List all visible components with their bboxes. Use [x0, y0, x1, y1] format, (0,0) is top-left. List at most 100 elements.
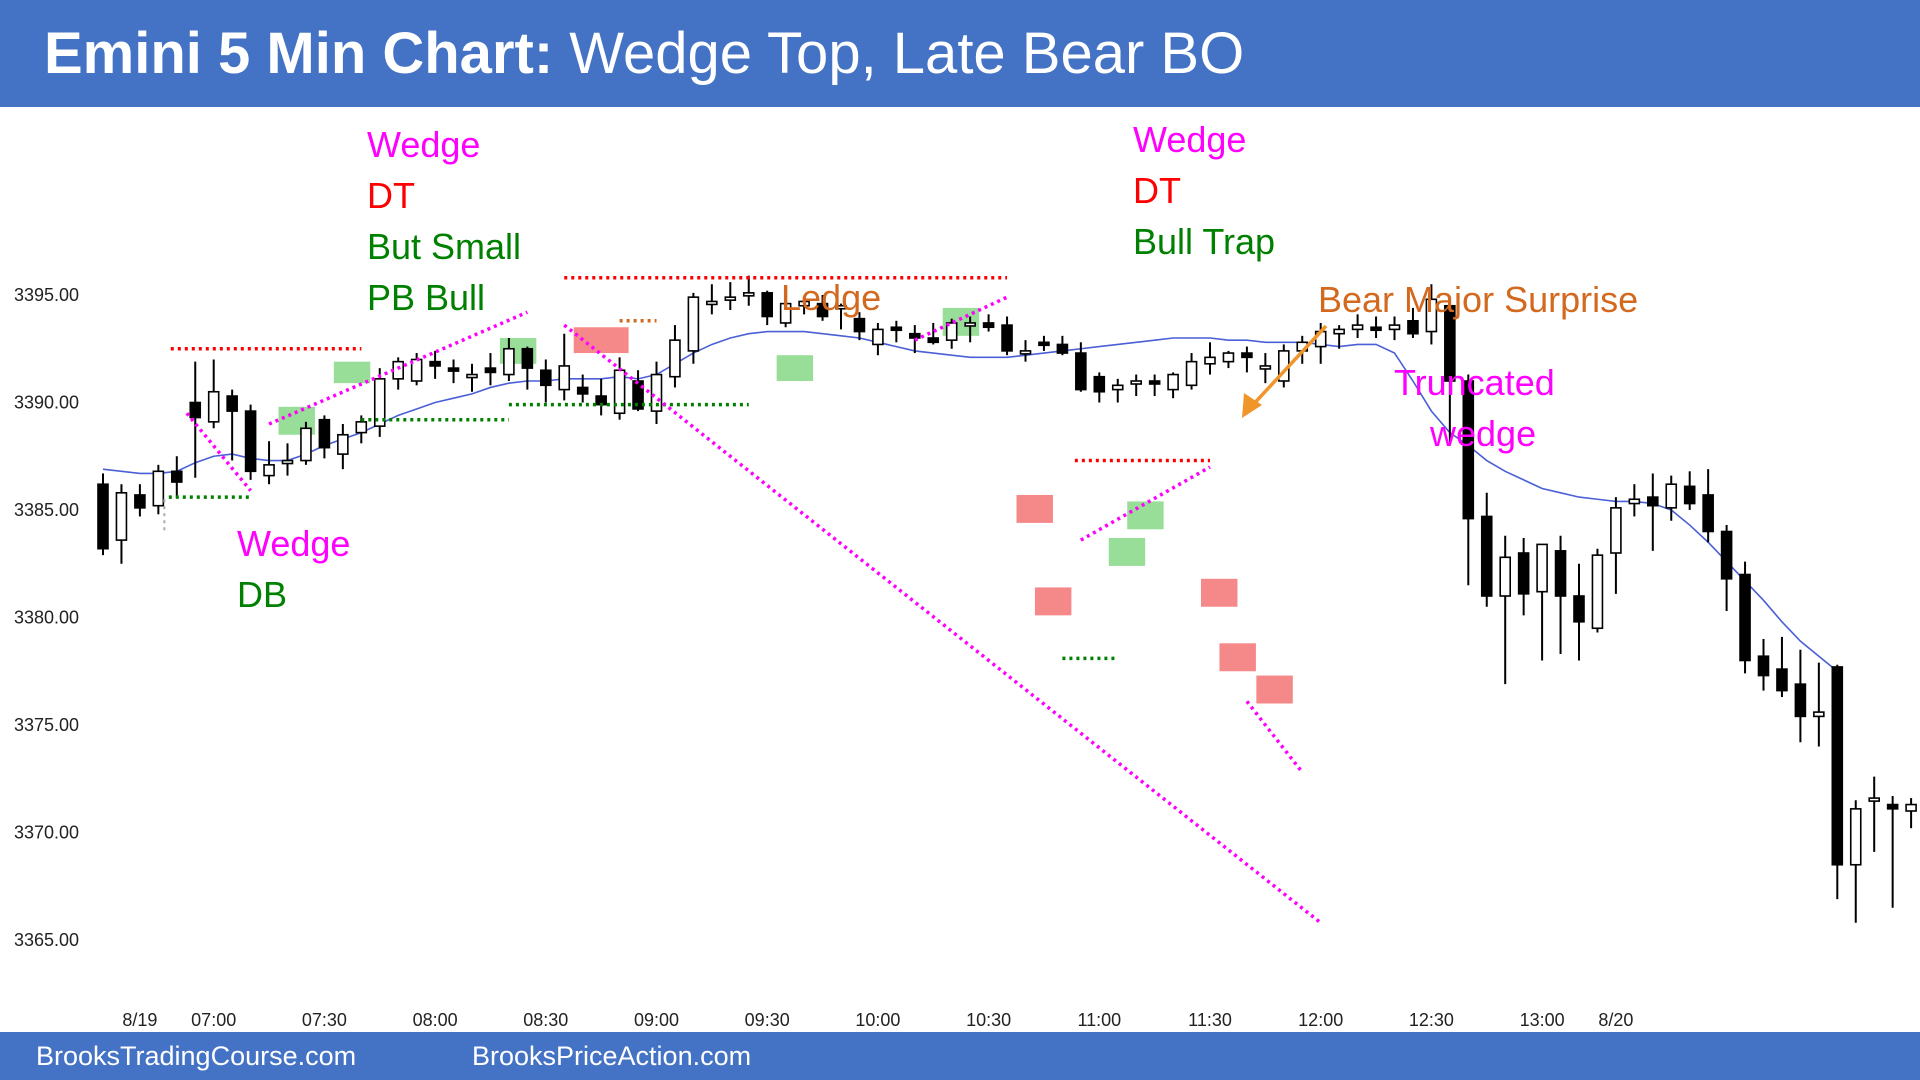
bull-candle-body: [1849, 808, 1862, 866]
bull-candle-body: [1905, 803, 1917, 812]
bear-candle-body: [318, 418, 331, 449]
annotation-label: Wedge: [237, 523, 350, 564]
bear-candle-body: [982, 322, 995, 329]
footer-link-price-action[interactable]: BrooksPriceAction.com: [472, 1041, 752, 1071]
bear-candle-body: [1647, 496, 1659, 507]
bear-candle-body: [1776, 668, 1788, 692]
bull-candle-body: [1130, 380, 1142, 385]
bear-candle-body: [171, 470, 183, 483]
y-tick-label: 3375.00: [14, 715, 79, 735]
x-tick-label: 11:30: [1188, 1010, 1232, 1030]
y-tick-label: 3395.00: [14, 285, 79, 305]
y-tick-label: 3385.00: [14, 500, 79, 520]
bear-candle-body: [539, 369, 552, 387]
bull-candle-body: [1185, 360, 1198, 387]
bear-candle-body: [1683, 485, 1696, 505]
bull-candle-body: [1868, 797, 1880, 802]
y-tick-label: 3365.00: [14, 930, 79, 950]
bear-candle-body: [1831, 666, 1844, 866]
bear-candle-body: [521, 347, 534, 369]
bull-candle-body: [1591, 554, 1604, 630]
chart-title: Emini 5 Min Chart: Wedge Top, Late Bear …: [44, 22, 1244, 86]
bull-candle-body: [1259, 365, 1272, 370]
bull-candle-body: [687, 296, 700, 352]
x-tick-label: 07:00: [191, 1010, 236, 1030]
annotation-label: Wedge: [1133, 119, 1246, 160]
bear-candle-body: [853, 317, 866, 333]
candlestick-chart: 3395.00 3390.00 3385.00 3380.00 3375.00 3370.…: [14, 119, 1917, 1030]
bull-candle-body: [300, 427, 312, 462]
x-tick-label: 11:00: [1077, 1010, 1121, 1030]
bull-candle-body: [115, 491, 128, 541]
arrow-shaft: [1248, 324, 1328, 410]
bear-signal-box: [1219, 643, 1256, 672]
bear-candle-body: [576, 386, 589, 395]
bear-candle-body: [484, 367, 497, 374]
wedge-line: [268, 310, 529, 426]
bull-candle-body: [724, 296, 737, 301]
bear-candle-body: [1407, 319, 1419, 335]
bull-candle-body: [1388, 324, 1401, 331]
bear-candle-body: [1462, 380, 1475, 520]
bull-candle-body: [466, 373, 478, 379]
bear-candle-body: [447, 367, 460, 372]
bear-candle-body: [189, 401, 202, 419]
bear-candle-body: [1370, 326, 1382, 332]
bear-candle-body: [97, 483, 109, 550]
bull-candle-body: [503, 347, 515, 376]
y-tick-label: 3390.00: [14, 393, 79, 413]
bear-candle-body: [429, 360, 441, 367]
bull-signal-box: [1127, 501, 1164, 530]
bull-candle-body: [281, 459, 294, 465]
bear-signal-box: [1201, 578, 1238, 607]
bear-candle-body: [1241, 352, 1253, 359]
bull-candle-body: [872, 328, 884, 346]
bull-candle-body: [1111, 384, 1124, 391]
annotation-label: But Small: [367, 226, 521, 267]
bull-candle-body: [650, 373, 663, 412]
footer-link-course[interactable]: BrooksTradingCourse.com: [36, 1041, 357, 1071]
bull-candle-body: [798, 300, 810, 307]
bear-trend-line: [563, 323, 1322, 925]
chart-title-bold: Emini 5 Min Chart:: [44, 21, 554, 86]
bull-candle-body: [1204, 356, 1216, 365]
bear-candle-body: [1480, 515, 1493, 597]
annotation-label: Bear Major Surprise: [1318, 279, 1638, 320]
bull-candle-body: [1222, 352, 1235, 363]
bull-signal-box: [333, 361, 371, 384]
bull-candle-body: [613, 369, 626, 415]
bear-candle-body: [1739, 573, 1751, 662]
bull-candle-body: [355, 421, 368, 434]
x-tick-label: 09:30: [745, 1010, 790, 1030]
chart-title-rest: Wedge Top, Late Bear BO: [553, 21, 1245, 86]
x-tick-label: 8/19: [122, 1010, 157, 1030]
bull-candle-body: [945, 322, 958, 341]
x-tick-label: 07:30: [302, 1010, 347, 1030]
y-tick-label: 3370.00: [14, 823, 79, 843]
y-tick-label: 3380.00: [14, 608, 79, 628]
x-tick-label: 08:30: [523, 1010, 568, 1030]
bull-candle-body: [1610, 507, 1622, 554]
bull-candle-body: [373, 378, 386, 427]
bull-candle-body: [742, 292, 755, 297]
bear-signal-box: [1034, 587, 1072, 616]
bear-candle-body: [1720, 530, 1733, 580]
bull-candle-body: [207, 390, 220, 423]
x-tick-label: 10:00: [855, 1010, 900, 1030]
bear-candle-body: [1886, 803, 1899, 810]
bull-candle-body: [558, 365, 571, 391]
annotation-label: Bull Trap: [1133, 221, 1275, 262]
bear-candle-body: [890, 326, 903, 332]
bear-candle-body: [1038, 341, 1050, 347]
bear-candle-body: [632, 380, 644, 410]
bear-candle-body: [1517, 552, 1530, 595]
bear-candle-body: [1554, 550, 1567, 597]
wedge-line: [185, 412, 252, 492]
bear-signal-box: [1016, 494, 1053, 523]
bull-signal-box: [776, 355, 814, 381]
x-tick-label: 13:00: [1520, 1010, 1565, 1030]
bear-candle-body: [1702, 494, 1714, 533]
bear-signal-box: [1256, 675, 1293, 704]
bull-candle-body: [964, 322, 976, 327]
bear-candle-body: [1093, 375, 1106, 393]
